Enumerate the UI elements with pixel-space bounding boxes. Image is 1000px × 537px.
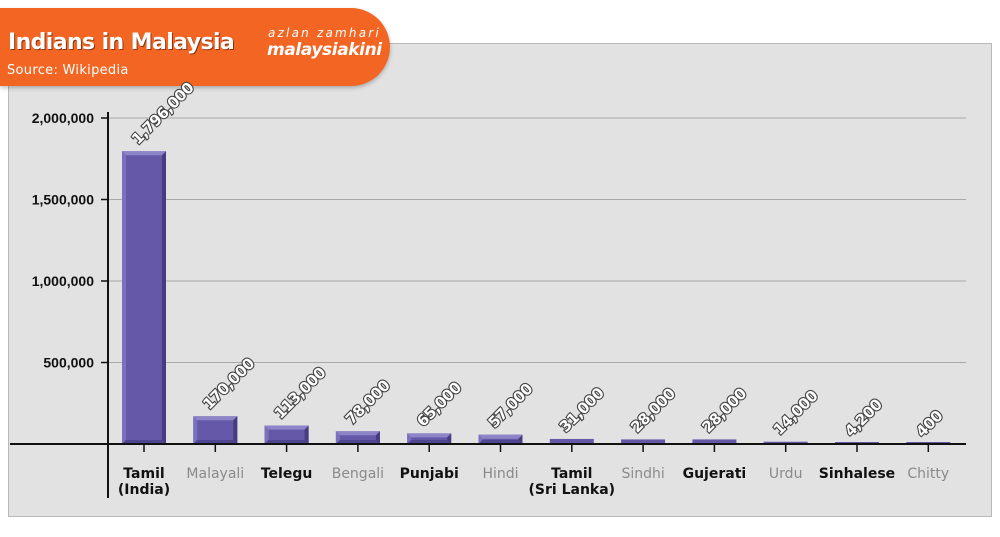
category-label: Urdu	[769, 466, 803, 482]
category-label: Sindhi	[621, 466, 664, 482]
bar-bevel-left	[122, 151, 126, 444]
bar	[264, 425, 309, 444]
bar-group	[549, 438, 594, 444]
category-label: Tamil	[123, 466, 164, 482]
bar-bevel-top	[407, 433, 452, 438]
axes	[10, 112, 966, 498]
bar-bevel-right	[518, 434, 523, 444]
y-tick-label: 1,000,000	[32, 273, 94, 289]
bar	[621, 439, 666, 444]
data-label: 113,000	[271, 364, 330, 423]
bar-bevel-left	[193, 416, 198, 444]
header-tab	[0, 8, 390, 86]
bar-bevel-left	[335, 431, 340, 444]
data-label: 28,000	[627, 385, 679, 437]
category-label: Gujerati	[683, 466, 747, 482]
bar	[193, 416, 238, 444]
category-label: Sinhalese	[819, 466, 895, 482]
bar-bevel-right	[233, 416, 238, 444]
bar-bevel-right	[375, 431, 380, 444]
data-label: 31,000	[556, 384, 608, 436]
bar-group	[335, 431, 380, 444]
data-label: 4,200	[841, 396, 886, 441]
bar	[478, 434, 523, 444]
bar-bevel-left	[264, 425, 269, 444]
bar-bevel-left	[478, 434, 483, 444]
credit-publisher: malaysiakini	[267, 40, 382, 60]
data-label: 65,000	[413, 379, 465, 431]
bar-bevel-right	[447, 433, 452, 444]
bar-group	[193, 416, 238, 444]
bar-bevel-right	[304, 425, 309, 444]
category-label: Hindi	[482, 466, 518, 482]
category-label: Tamil	[551, 466, 592, 482]
category-label: (India)	[118, 482, 170, 498]
bar-bevel-top	[122, 151, 166, 156]
data-label: 1,796,000	[128, 79, 197, 148]
bar-group	[122, 151, 166, 444]
chart-source: Source: Wikipedia	[7, 63, 129, 78]
data-label: 28,000	[699, 385, 751, 437]
bar-bevel-top	[478, 434, 523, 439]
y-tick-label: 2,000,000	[32, 110, 94, 126]
bar-bevel-top	[193, 416, 238, 421]
bar-group	[264, 425, 309, 444]
category-label: Bengali	[332, 466, 384, 482]
bar-group	[407, 433, 452, 444]
category-label: Chitty	[907, 466, 949, 482]
bar-bevel-left	[407, 433, 412, 444]
data-label: 57,000	[485, 380, 537, 432]
credit-author: azlan zamhari	[268, 26, 381, 40]
data-label: 170,000	[199, 355, 258, 414]
category-label: Punjabi	[400, 466, 459, 482]
bar	[122, 151, 166, 444]
chart-title: Indians in Malaysia	[8, 30, 235, 55]
category-label: Malayali	[186, 466, 244, 482]
y-tick-label: 1,500,000	[32, 192, 94, 208]
bar-bevel-top	[335, 431, 380, 436]
bar	[692, 439, 737, 444]
gridlines	[108, 117, 966, 363]
bar	[763, 441, 808, 444]
bars	[122, 151, 951, 444]
bar-bevel-right	[162, 151, 166, 444]
bar	[407, 433, 452, 444]
data-label: 400	[912, 407, 946, 441]
bar-group	[478, 434, 523, 444]
data-label: 78,000	[342, 377, 394, 429]
category-label: (Sri Lanka)	[529, 482, 616, 498]
bar-group	[621, 439, 666, 444]
y-tick-label: 500,000	[43, 355, 94, 371]
bar-bevel-top	[264, 425, 309, 430]
data-label: 14,000	[770, 387, 822, 439]
bar	[549, 438, 594, 444]
bar-group	[692, 439, 737, 444]
category-label: Telegu	[261, 466, 312, 482]
bar-group	[763, 441, 808, 444]
